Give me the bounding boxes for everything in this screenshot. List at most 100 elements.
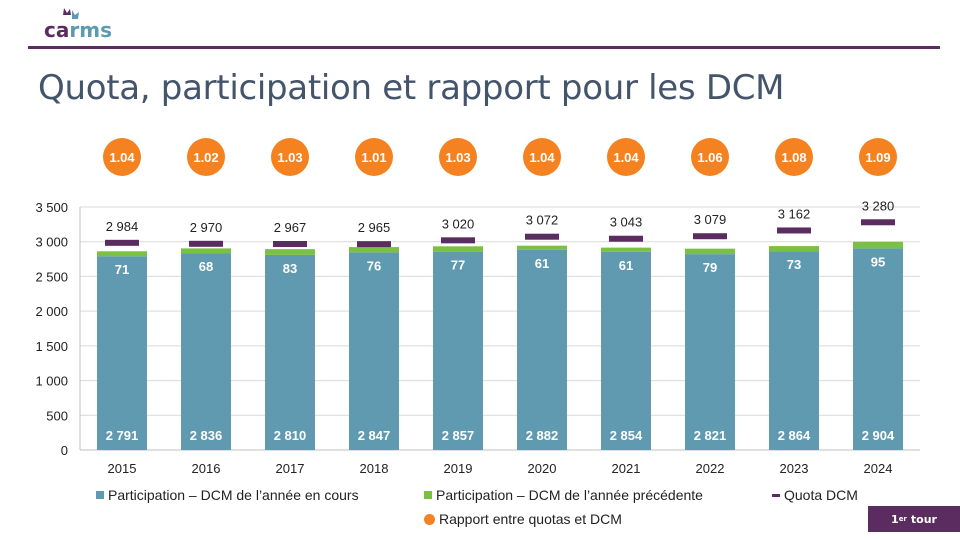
label-current: 2 821	[694, 428, 727, 443]
label-previous: 68	[199, 259, 213, 274]
legend-item-current: Participation – DCM de l’année en cours	[96, 487, 359, 503]
label-current: 2 864	[778, 428, 811, 443]
bar-previous	[349, 247, 399, 253]
legend-item-previous: Participation – DCM de l’année précédent…	[424, 487, 703, 503]
ratio-bubble	[439, 138, 477, 176]
quota-marker	[693, 233, 727, 240]
y-tick-label: 2 000	[35, 304, 68, 319]
label-previous: 76	[367, 258, 381, 273]
bar-previous	[265, 249, 315, 255]
bar-current	[517, 249, 567, 450]
label-quota: 3 020	[442, 216, 475, 231]
label-previous: 83	[283, 261, 297, 276]
bar-previous	[853, 241, 903, 249]
label-ratio: 1.09	[865, 150, 890, 165]
quota-marker	[861, 219, 895, 226]
badge-suffix: er	[898, 515, 907, 523]
bar-previous	[433, 246, 483, 252]
y-tick-label: 0	[61, 443, 68, 458]
label-quota: 2 984	[106, 219, 139, 234]
bar-current	[433, 251, 483, 450]
bar-current	[349, 252, 399, 450]
carms-logo-icon	[63, 8, 79, 19]
label-previous: 73	[787, 257, 801, 272]
bar-current	[97, 256, 147, 450]
bar-current	[769, 251, 819, 450]
x-tick-label: 2019	[444, 461, 473, 476]
y-tick-label: 3 000	[35, 235, 68, 250]
label-current: 2 882	[526, 428, 559, 443]
label-previous: 61	[619, 258, 633, 273]
header-divider	[28, 46, 940, 49]
badge-label: tour	[910, 512, 937, 526]
quota-marker	[609, 235, 643, 242]
label-ratio: 1.08	[781, 150, 806, 165]
label-quota: 3 280	[862, 198, 895, 213]
quota-marker	[357, 241, 391, 248]
y-tick-label: 1 500	[35, 339, 68, 354]
x-tick-label: 2018	[360, 461, 389, 476]
x-tick-label: 2023	[780, 461, 809, 476]
label-quota: 3 043	[610, 215, 643, 230]
label-quota: 3 072	[526, 213, 559, 228]
legend-swatch-previous	[424, 491, 432, 499]
quota-marker	[189, 240, 223, 247]
legend-label-ratio: Rapport entre quotas et DCM	[439, 511, 622, 527]
y-tick-label: 2 500	[35, 269, 68, 284]
ratio-bubble	[859, 138, 897, 176]
y-tick-label: 1 000	[35, 374, 68, 389]
label-quota: 2 967	[274, 220, 307, 235]
label-current: 2 857	[442, 428, 475, 443]
bar-current	[265, 254, 315, 450]
label-quota: 3 079	[694, 212, 727, 227]
ratio-bubble	[355, 138, 393, 176]
quota-marker	[441, 237, 475, 244]
x-tick-label: 2015	[108, 461, 137, 476]
ratio-bubble	[691, 138, 729, 176]
logo-text-a: ca	[44, 18, 70, 42]
y-tick-label: 500	[46, 408, 68, 423]
x-tick-label: 2020	[528, 461, 557, 476]
label-previous: 61	[535, 256, 549, 271]
ratio-bubble	[187, 138, 225, 176]
label-ratio: 1.03	[277, 150, 302, 165]
quota-marker	[525, 233, 559, 240]
quota-marker	[105, 239, 139, 246]
label-ratio: 1.02	[193, 150, 218, 165]
badge-number: 1	[891, 512, 899, 526]
legend-label-current: Participation – DCM de l’année en cours	[108, 487, 359, 503]
label-ratio: 1.04	[613, 150, 639, 165]
x-tick-label: 2024	[864, 461, 893, 476]
x-tick-label: 2017	[276, 461, 305, 476]
label-current: 2 847	[358, 428, 391, 443]
logo-text: carms	[44, 18, 112, 42]
bar-current	[685, 254, 735, 450]
bar-previous	[97, 251, 147, 257]
bar-previous	[769, 246, 819, 252]
label-quota: 2 970	[190, 220, 223, 235]
label-ratio: 1.03	[445, 150, 470, 165]
ratio-bubble	[523, 138, 561, 176]
bar-current	[601, 251, 651, 450]
label-ratio: 1.04	[109, 150, 135, 165]
label-current: 2 904	[862, 428, 895, 443]
quota-marker	[273, 241, 307, 248]
label-current: 2 854	[610, 428, 643, 443]
label-previous: 79	[703, 260, 717, 275]
page-title: Quota, participation et rapport pour les…	[38, 68, 785, 108]
label-current: 2 791	[106, 428, 139, 443]
ratio-bubble	[607, 138, 645, 176]
bar-previous	[181, 248, 231, 254]
label-ratio: 1.01	[361, 150, 386, 165]
bar-previous	[685, 248, 735, 255]
bar-current	[853, 248, 903, 450]
quota-marker	[777, 227, 811, 234]
legend-swatch-ratio	[424, 513, 435, 525]
legend-label-previous: Participation – DCM de l’année précédent…	[436, 487, 703, 503]
legend-swatch-quota	[772, 493, 780, 497]
logo-text-b: rms	[69, 18, 112, 42]
legend-swatch-current	[96, 491, 104, 499]
legend-label-quota: Quota DCM	[784, 487, 858, 503]
